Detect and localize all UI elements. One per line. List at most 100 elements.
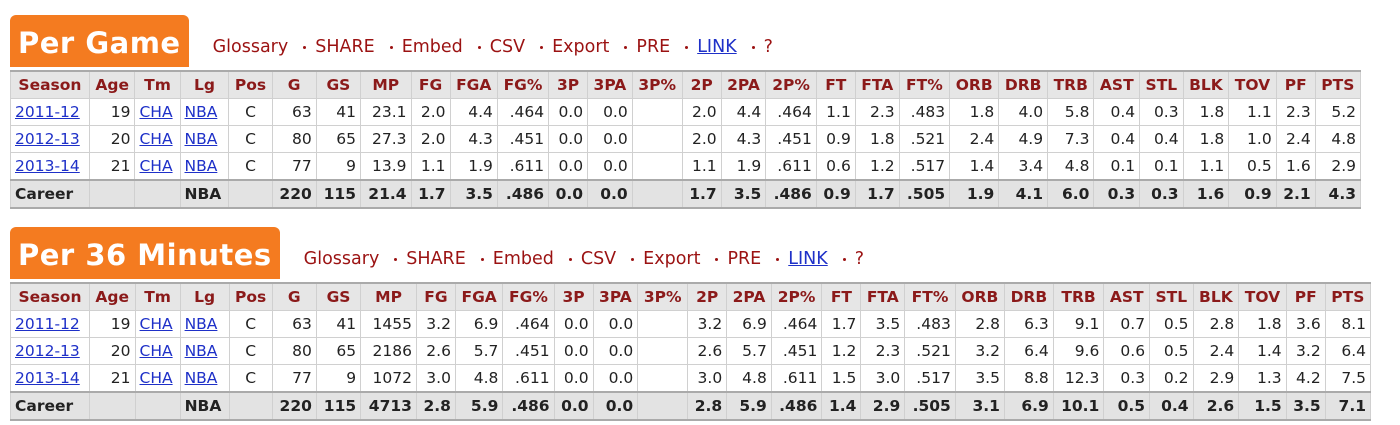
column-header[interactable]: Age <box>88 70 136 99</box>
column-header[interactable]: 2PA <box>720 70 767 99</box>
cell-link[interactable]: 2012-13 <box>15 130 80 148</box>
cell-link[interactable]: NBA <box>184 369 218 387</box>
toolbar-link[interactable]: LINK <box>788 249 828 269</box>
column-header[interactable]: GS <box>315 282 362 311</box>
table-cell: 6.9 <box>1003 391 1054 421</box>
toolbar-link[interactable]: CSV <box>580 249 617 269</box>
toolbar-link[interactable]: PRE <box>727 249 762 269</box>
toolbar-link[interactable]: Glossary <box>212 37 289 57</box>
toolbar-link[interactable]: CSV <box>489 37 526 57</box>
column-header[interactable]: AST <box>1103 282 1151 311</box>
column-header[interactable]: FT% <box>904 282 956 311</box>
column-header[interactable]: DRB <box>998 70 1049 99</box>
column-header[interactable]: Season <box>10 70 90 99</box>
column-header[interactable]: STL <box>1139 70 1184 99</box>
cell-link[interactable]: NBA <box>184 342 218 360</box>
cell-link[interactable]: 2011-12 <box>15 315 80 333</box>
cell-link[interactable]: CHA <box>139 103 173 121</box>
column-header[interactable]: Lg <box>179 70 230 99</box>
toolbar-link[interactable]: Embed <box>401 37 463 57</box>
column-header[interactable]: Age <box>88 282 136 311</box>
column-header[interactable]: FTA <box>860 282 906 311</box>
column-header[interactable]: 2P% <box>765 70 817 99</box>
column-header[interactable]: DRB <box>1003 282 1054 311</box>
column-header[interactable]: Lg <box>179 282 230 311</box>
cell-link[interactable]: 2013-14 <box>15 157 80 175</box>
column-header[interactable]: PF <box>1285 282 1326 311</box>
column-header[interactable]: Tm <box>134 70 181 99</box>
cell-link[interactable]: CHA <box>139 315 173 333</box>
column-header[interactable]: Pos <box>228 282 273 311</box>
table-cell: .611 <box>770 364 823 393</box>
column-header[interactable]: 3P <box>548 70 589 99</box>
column-header[interactable]: ORB <box>949 70 1000 99</box>
column-header[interactable]: FGA <box>454 282 504 311</box>
toolbar-link[interactable]: PRE <box>636 37 671 57</box>
column-header[interactable]: FT <box>821 282 862 311</box>
table-cell: 5.7 <box>726 337 772 365</box>
toolbar-link[interactable]: SHARE <box>406 249 466 269</box>
toolbar-link[interactable]: LINK <box>697 37 737 57</box>
column-header[interactable]: MP <box>360 282 417 311</box>
column-header[interactable]: 2PA <box>726 282 772 311</box>
column-header[interactable]: G <box>271 282 317 311</box>
column-header[interactable]: PF <box>1275 70 1316 99</box>
column-header[interactable]: TOV <box>1228 70 1277 99</box>
toolbar: Glossary SHARE Embed CSV Export PRE LINK? <box>304 249 864 269</box>
toolbar-link[interactable]: SHARE <box>315 37 375 57</box>
cell-link[interactable]: CHA <box>139 130 173 148</box>
column-header[interactable]: FG% <box>496 70 550 99</box>
toolbar-link[interactable]: Export <box>643 249 701 269</box>
column-header[interactable]: Season <box>10 282 90 311</box>
cell-link[interactable]: NBA <box>184 315 218 333</box>
column-header[interactable]: 3PA <box>592 282 639 311</box>
column-header[interactable]: 3PA <box>587 70 633 99</box>
column-header[interactable]: 3P% <box>631 70 683 99</box>
separator-dot <box>685 45 689 49</box>
column-header[interactable]: FG <box>410 70 451 99</box>
toolbar-link[interactable]: Export <box>552 37 610 57</box>
toolbar-link[interactable]: ? <box>854 249 865 269</box>
column-header[interactable]: PTS <box>1324 282 1372 311</box>
column-header[interactable]: GS <box>315 70 362 99</box>
column-header[interactable]: TRB <box>1052 282 1105 311</box>
column-header[interactable]: 2P <box>687 282 728 311</box>
table-cell: .611 <box>496 152 550 181</box>
column-header[interactable]: Tm <box>134 282 181 311</box>
column-header[interactable]: FT% <box>898 70 951 99</box>
column-header[interactable]: MP <box>360 70 412 99</box>
column-header[interactable]: TOV <box>1238 282 1287 311</box>
table-cell: 0.0 <box>548 179 589 209</box>
column-header[interactable]: FG% <box>502 282 555 311</box>
column-header[interactable]: ORB <box>954 282 1005 311</box>
cell-link[interactable]: CHA <box>139 342 173 360</box>
column-header[interactable]: G <box>271 70 317 99</box>
cell-link[interactable]: NBA <box>184 103 218 121</box>
column-header[interactable]: TRB <box>1047 70 1095 99</box>
column-header[interactable]: STL <box>1149 282 1194 311</box>
column-header[interactable]: 3P <box>553 282 594 311</box>
column-header[interactable]: Pos <box>228 70 273 99</box>
column-header[interactable]: FGA <box>449 70 498 99</box>
column-header[interactable]: BLK <box>1182 70 1230 99</box>
column-header[interactable]: FG <box>415 282 456 311</box>
column-header[interactable]: BLK <box>1192 282 1240 311</box>
column-header[interactable]: AST <box>1093 70 1141 99</box>
cell-link[interactable]: CHA <box>139 157 173 175</box>
column-header[interactable]: 2P% <box>770 282 823 311</box>
cell-link[interactable]: CHA <box>139 369 173 387</box>
cell-link[interactable]: 2011-12 <box>15 103 80 121</box>
cell-link[interactable]: NBA <box>184 157 218 175</box>
column-header[interactable]: 2P <box>681 70 722 99</box>
cell-link[interactable]: 2013-14 <box>15 369 80 387</box>
column-header[interactable]: FT <box>815 70 856 99</box>
column-header[interactable]: PTS <box>1314 70 1362 99</box>
toolbar-link[interactable]: ? <box>763 37 773 57</box>
column-header[interactable]: FTA <box>854 70 900 99</box>
table-cell: 2.8 <box>687 391 728 421</box>
toolbar-link[interactable]: Embed <box>492 249 554 269</box>
cell-link[interactable]: NBA <box>184 130 218 148</box>
toolbar-link[interactable]: Glossary <box>303 249 380 269</box>
cell-link[interactable]: 2012-13 <box>15 342 80 360</box>
column-header[interactable]: 3P% <box>637 282 689 311</box>
